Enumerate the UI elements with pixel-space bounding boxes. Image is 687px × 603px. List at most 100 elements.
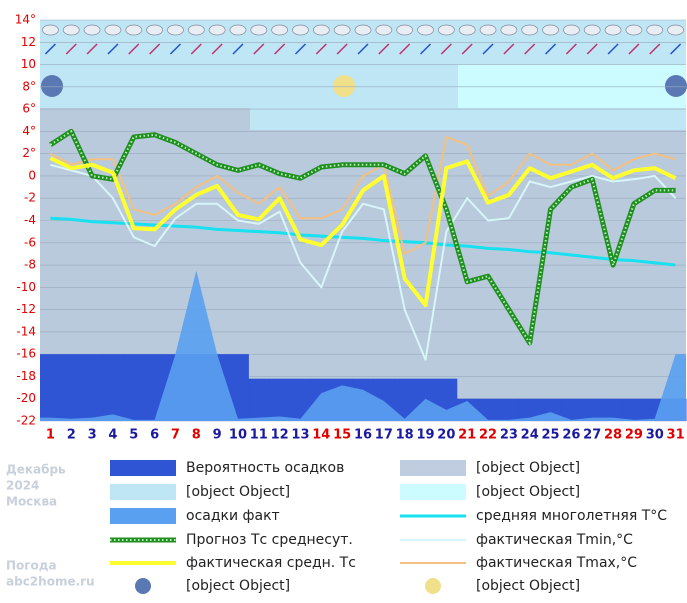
- y-tick-label: 0: [28, 168, 36, 182]
- series-line: [50, 216, 676, 267]
- x-tick-label: 12: [271, 428, 289, 443]
- wind-arrow: [545, 43, 557, 55]
- y-tick-label: -20: [16, 391, 36, 405]
- wind-arrow: [482, 43, 494, 55]
- x-tick-label: 26: [562, 428, 580, 443]
- side-text: Погода: [6, 559, 57, 573]
- legend-label: фактическая Tmin,°C: [476, 532, 633, 548]
- x-tick-label: 11: [250, 428, 268, 443]
- x-tick-label: 10: [229, 428, 247, 443]
- precip-probability-bar: [394, 378, 416, 421]
- y-tick-label: -16: [16, 347, 36, 361]
- legend-swatch: [400, 484, 466, 500]
- y-tick-label: 12: [21, 35, 36, 49]
- weather-icon: [83, 24, 101, 36]
- weather-icon: [604, 24, 622, 36]
- weather-icon: [625, 24, 643, 36]
- legend-label: фактическая Tmax,°C: [476, 555, 637, 571]
- wind-arrow: [419, 43, 432, 55]
- wind-arrow: [44, 43, 56, 55]
- legend-label: [object Object]: [476, 578, 580, 594]
- legend-swatch: [425, 578, 441, 594]
- y-tick-label: 4°: [22, 124, 36, 138]
- weather-icon: [375, 24, 393, 36]
- series-line: [49, 135, 676, 255]
- clear-band: [458, 64, 686, 108]
- new-moon-icon: [665, 75, 687, 97]
- x-tick-label: 23: [500, 428, 518, 443]
- x-tick-label: 17: [375, 428, 393, 443]
- cloud-band: [40, 64, 250, 108]
- weather-icon: [146, 24, 163, 36]
- precip-probability-bar: [581, 398, 604, 421]
- x-tick-label: 21: [458, 428, 476, 443]
- x-tick-label: 3: [88, 428, 97, 443]
- x-tick-label: 30: [646, 428, 664, 443]
- weather-icon: [583, 24, 601, 36]
- weather-icon: [479, 24, 497, 36]
- y-tick-label: -8: [24, 258, 36, 272]
- wind-arrow: [294, 43, 307, 55]
- legend-label: [object Object]: [186, 484, 290, 500]
- x-tick-label: 13: [291, 428, 309, 443]
- x-tick-label: 7: [171, 428, 180, 443]
- y-tick-label: -12: [16, 302, 36, 316]
- x-tick-label: 6: [150, 428, 159, 443]
- precip-probability-bar: [248, 378, 270, 421]
- wind-arrow: [65, 43, 77, 55]
- precip-probability-bar: [123, 354, 145, 421]
- wind-arrow: [107, 43, 119, 55]
- weather-icon: [500, 24, 518, 36]
- cloud-band: [250, 64, 458, 130]
- wind-arrow: [670, 43, 682, 55]
- y-tick-label: 10: [21, 57, 36, 71]
- wind-arrow: [628, 43, 640, 55]
- legend-swatch: [110, 508, 176, 524]
- weather-icon: [250, 24, 268, 36]
- legend-label: Вероятность осадков: [186, 460, 344, 476]
- x-tick-label: 15: [333, 428, 351, 443]
- precip-probability-bar: [498, 398, 520, 421]
- wind-arrow: [378, 43, 390, 55]
- x-tick-label: 28: [604, 428, 622, 443]
- wind-arrow: [586, 43, 598, 55]
- wind-arrow: [232, 43, 244, 55]
- y-tick-label: -10: [16, 280, 36, 294]
- weather-icon: [396, 24, 414, 36]
- x-tick-label: 16: [354, 428, 372, 443]
- x-tick-label: 14: [312, 428, 330, 443]
- wind-arrow: [357, 43, 369, 55]
- weather-icon: [312, 24, 330, 36]
- weather-icon: [208, 24, 226, 36]
- weather-icon: [646, 24, 664, 36]
- x-tick-label: 1: [46, 428, 55, 443]
- wind-arrow: [336, 43, 348, 55]
- y-tick-label: -22: [16, 414, 36, 428]
- side-text: abc2home.ru: [6, 575, 95, 589]
- full-moon-icon: [333, 75, 355, 97]
- legend-swatch: [135, 578, 151, 594]
- wind-arrow: [190, 43, 202, 55]
- side-text: 2024: [6, 479, 39, 493]
- weather-icon: [271, 24, 288, 36]
- y-tick-label: -6: [24, 235, 36, 249]
- weather-icon: [354, 24, 372, 36]
- precip-probability-bar: [102, 354, 124, 421]
- x-tick-label: 4: [108, 428, 117, 443]
- precip-probability-bar: [290, 378, 312, 421]
- weather-icon: [438, 24, 455, 36]
- precip-probability-bar: [269, 378, 291, 421]
- x-tick-label: 25: [542, 428, 560, 443]
- weather-icon: [104, 24, 122, 36]
- x-tick-label: 8: [192, 428, 201, 443]
- weather-icon: [521, 24, 539, 36]
- y-tick-label: 2°: [22, 146, 36, 160]
- x-tick-label: 22: [479, 428, 497, 443]
- weather-icon: [125, 24, 143, 36]
- x-tick-label: 19: [416, 428, 434, 443]
- precip-probability-bar: [40, 354, 62, 421]
- x-tick-label: 9: [213, 428, 222, 443]
- weather-icon: [563, 24, 580, 36]
- wind-arrow: [503, 43, 515, 55]
